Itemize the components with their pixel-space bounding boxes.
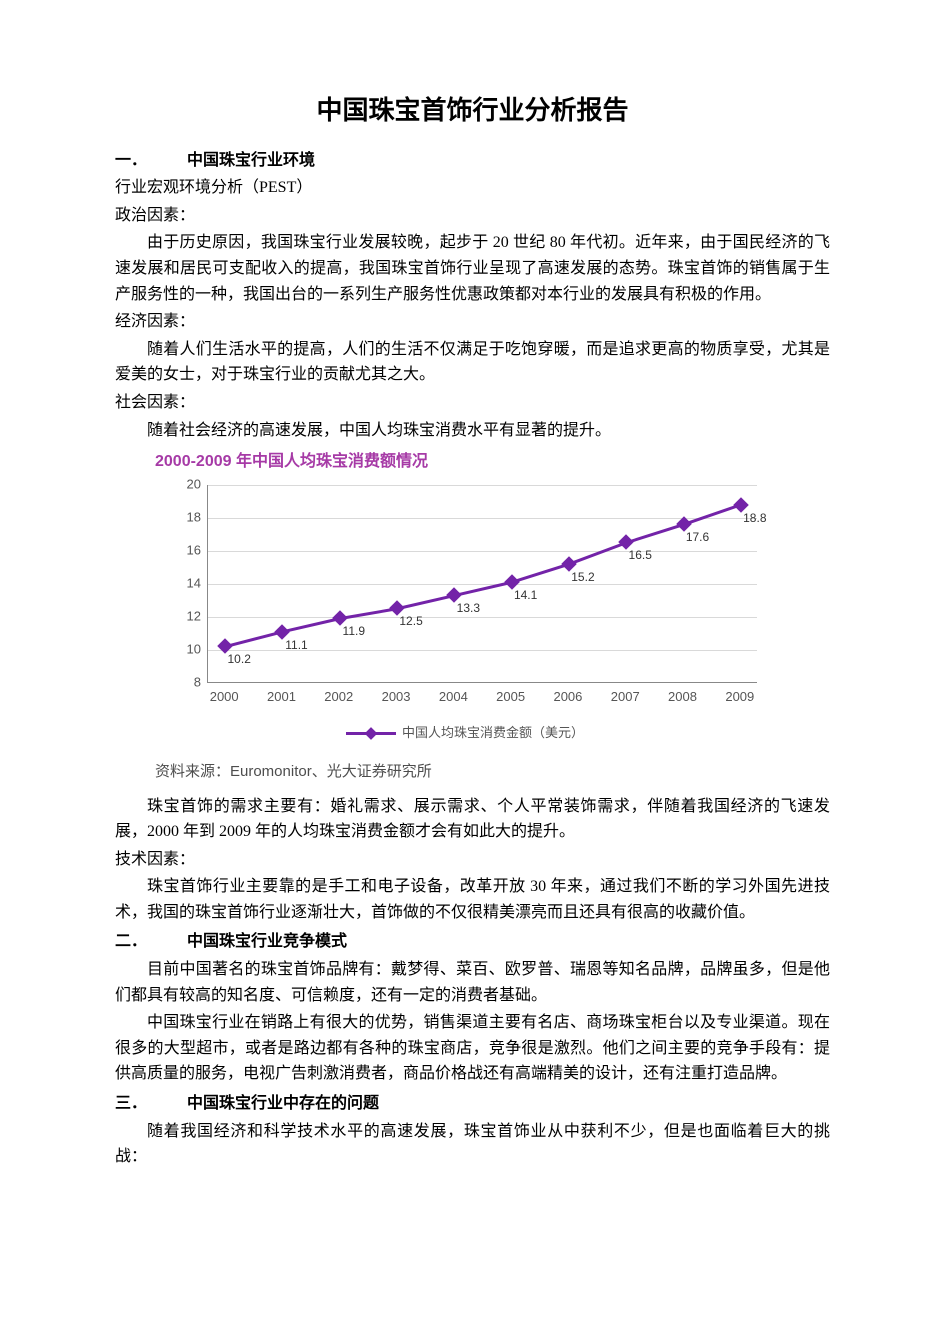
x-axis-label: 2008	[655, 687, 710, 708]
paragraph: 由于历史原因，我国珠宝行业发展较晚，起步于 20 世纪 80 年代初。近年来，由…	[115, 230, 830, 307]
section-number: 一．	[115, 148, 187, 174]
y-axis-label: 14	[155, 573, 201, 594]
chart-source: 资料来源：Euromonitor、光大证券研究所	[155, 760, 775, 784]
subheading: 技术因素：	[115, 847, 830, 873]
data-point-label: 15.2	[571, 568, 594, 587]
x-axis-label: 2000	[197, 687, 252, 708]
legend-swatch	[346, 732, 396, 735]
subheading: 社会因素：	[115, 390, 830, 416]
subheading: 经济因素：	[115, 309, 830, 335]
paragraph: 珠宝首饰的需求主要有：婚礼需求、展示需求、个人平常装饰需求，伴随着我国经济的飞速…	[115, 794, 830, 845]
section-heading: 二．中国珠宝行业竞争模式	[115, 929, 830, 955]
paragraph: 随着我国经济和科学技术水平的高速发展，珠宝首饰业从中获利不少，但是也面临着巨大的…	[115, 1119, 830, 1170]
data-point-label: 12.5	[399, 612, 422, 631]
section-title: 中国珠宝行业中存在的问题	[187, 1095, 379, 1112]
x-axis-label: 2009	[712, 687, 767, 708]
x-axis-label: 2004	[426, 687, 481, 708]
paragraph: 随着人们生活水平的提高，人们的生活不仅满足于吃饱穿暖，而是追求更高的物质享受，尤…	[115, 337, 830, 388]
section-heading: 一．中国珠宝行业环境	[115, 148, 830, 174]
page-title: 中国珠宝首饰行业分析报告	[115, 90, 830, 132]
x-axis-label: 2001	[254, 687, 309, 708]
paragraph: 随着社会经济的高速发展，中国人均珠宝消费水平有显著的提升。	[115, 418, 830, 444]
legend-label: 中国人均珠宝消费金额（美元）	[402, 725, 584, 740]
y-axis-label: 16	[155, 540, 201, 561]
paragraph: 目前中国著名的珠宝首饰品牌有：戴梦得、菜百、欧罗普、瑞恩等知名品牌，品牌虽多，但…	[115, 957, 830, 1008]
y-axis-label: 20	[155, 474, 201, 495]
x-axis-label: 2005	[483, 687, 538, 708]
x-axis-label: 2002	[311, 687, 366, 708]
section-number: 三．	[115, 1091, 187, 1117]
chart-legend: 中国人均珠宝消费金额（美元）	[155, 719, 775, 744]
data-point-label: 18.8	[743, 509, 766, 528]
section-number: 二．	[115, 929, 187, 955]
paragraph: 珠宝首饰行业主要靠的是手工和电子设备，改革开放 30 年来，通过我们不断的学习外…	[115, 874, 830, 925]
data-point-label: 17.6	[686, 528, 709, 547]
y-axis-label: 10	[155, 639, 201, 660]
data-point-label: 14.1	[514, 586, 537, 605]
data-point-label: 16.5	[629, 546, 652, 565]
y-axis-label: 8	[155, 672, 201, 693]
data-point-label: 11.1	[285, 636, 307, 655]
chart-area: 8101214161820200020012002200320042005200…	[155, 479, 775, 719]
data-point-label: 10.2	[228, 650, 251, 669]
x-axis-label: 2007	[598, 687, 653, 708]
per-capita-chart: 2000-2009 年中国人均珠宝消费额情况810121416182020002…	[155, 449, 775, 783]
document-body: 一．中国珠宝行业环境行业宏观环境分析（PEST）政治因素：由于历史原因，我国珠宝…	[115, 148, 830, 1170]
data-point-label: 13.3	[457, 599, 480, 618]
chart-title: 2000-2009 年中国人均珠宝消费额情况	[155, 449, 775, 475]
section-title: 中国珠宝行业环境	[187, 152, 315, 169]
y-axis-label: 18	[155, 507, 201, 528]
paragraph: 中国珠宝行业在销路上有很大的优势，销售渠道主要有名店、商场珠宝柜台以及专业渠道。…	[115, 1010, 830, 1087]
x-axis-label: 2006	[540, 687, 595, 708]
y-axis-label: 12	[155, 606, 201, 627]
section-title: 中国珠宝行业竞争模式	[187, 933, 347, 950]
plot-area: 10.211.111.912.513.314.115.216.517.618.8	[207, 485, 757, 683]
data-point-label: 11.9	[343, 622, 365, 641]
section-heading: 三．中国珠宝行业中存在的问题	[115, 1091, 830, 1117]
subheading: 政治因素：	[115, 203, 830, 229]
subheading: 行业宏观环境分析（PEST）	[115, 175, 830, 201]
x-axis-label: 2003	[369, 687, 424, 708]
